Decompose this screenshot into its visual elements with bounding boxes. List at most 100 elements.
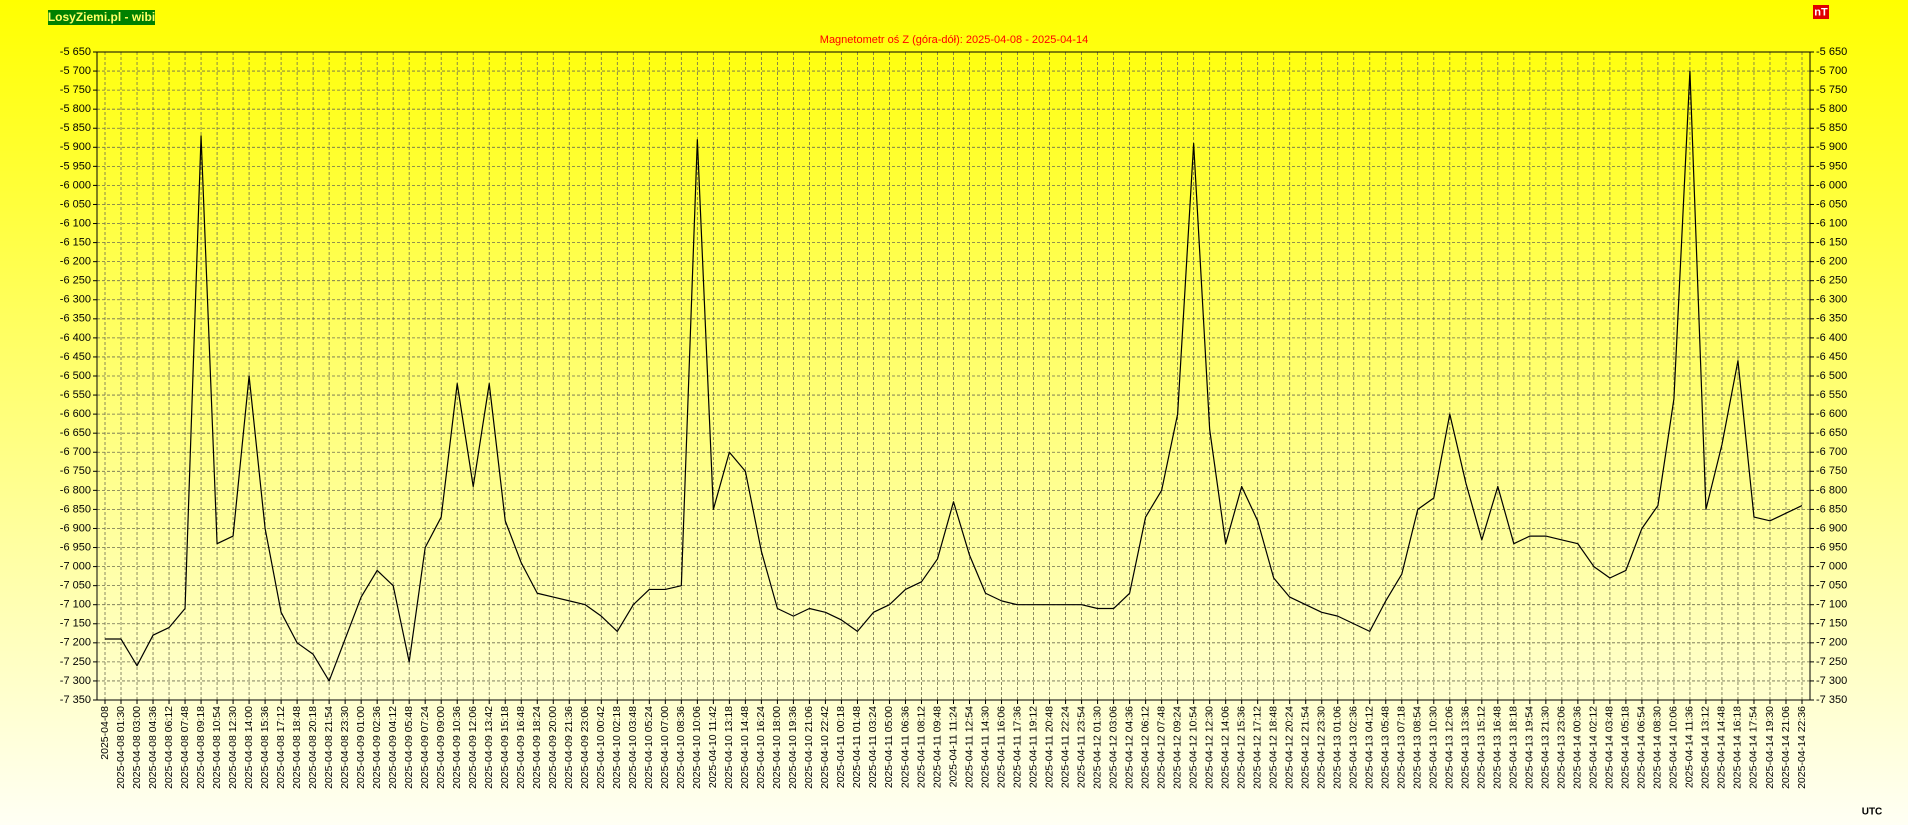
- x-tick-label: 2025-04-11 22:24: [1059, 706, 1071, 788]
- plot-border: [96, 51, 1811, 701]
- x-tick-label: 2025-04-11 08:12: [915, 706, 927, 788]
- y-tick-label: -6 800: [60, 484, 91, 496]
- x-tick-label: 2025-04-08 15:36: [259, 706, 271, 789]
- x-tick-label: 2025-04-11 09:48: [931, 706, 943, 788]
- x-tick-label: 2025-04-14 21:06: [1780, 706, 1792, 789]
- y2-tick-label: -6 900: [1816, 522, 1847, 534]
- x-tick-label: 2025-04-09 16:48: [515, 706, 527, 789]
- x-tick-label: 2025-04-11 06:36: [899, 706, 911, 788]
- x-tick-label: 2025-04-13 05:48: [1380, 706, 1392, 789]
- x-tick-label: 2025-04-14 08:30: [1652, 706, 1664, 789]
- x-tick-label: 2025-04-12 23:30: [1315, 706, 1327, 789]
- x-tick-label: 2025-04-10 07:00: [659, 706, 671, 789]
- x-tick-label: 2025-04-09 02:36: [371, 706, 383, 789]
- x-tick-label: 2025-04-12 14:06: [1219, 706, 1231, 789]
- y2-tick-label: -5 900: [1816, 141, 1847, 153]
- x-tick-label: 2025-04-08 20:18: [307, 706, 319, 789]
- y2-tick-label: -6 950: [1816, 541, 1847, 553]
- x-tick-label: 2025-04-12 18:48: [1267, 706, 1279, 789]
- x-tick-label: 2025-04-12 20:24: [1283, 706, 1295, 789]
- y-tick-label: -5 900: [60, 141, 91, 153]
- y2-tick-label: -6 700: [1816, 446, 1847, 458]
- x-tick-label: 2025-04-11 00:18: [835, 706, 847, 788]
- y-tick-label: -6 000: [60, 179, 91, 191]
- x-tick-label: 2025-04-13 13:36: [1460, 706, 1472, 789]
- y2-tick-label: -7 150: [1816, 618, 1847, 630]
- x-tick-label: 2025-04-08 07:48: [179, 706, 191, 789]
- x-tick-label: 2025-04-10 11:42: [707, 706, 719, 788]
- x-tick-label: 2025-04-11 16:06: [995, 706, 1007, 788]
- x-tick-label: 2025-04-13 01:06: [1332, 706, 1344, 789]
- y-tick-label: -7 000: [60, 560, 91, 572]
- y-tick-label: -6 700: [60, 446, 91, 458]
- y-tick-label: -6 350: [60, 313, 91, 325]
- y-tick-label: -7 150: [60, 618, 91, 630]
- y-tick-label: -6 550: [60, 389, 91, 401]
- y-tick-label: -6 250: [60, 275, 91, 287]
- x-tick-label: 2025-04-11 11:24: [947, 706, 959, 788]
- x-tick-label: 2025-04-13 08:54: [1412, 706, 1424, 789]
- y-tick-label: -6 200: [60, 256, 91, 268]
- x-tick-label: 2025-04-10 03:48: [627, 706, 639, 789]
- x-tick-label: 2025-04-08 01:30: [115, 706, 127, 789]
- y2-tick-label: -5 800: [1816, 103, 1847, 115]
- y-tick-label: -6 150: [60, 236, 91, 248]
- y2-tick-label: -5 650: [1816, 46, 1847, 58]
- x-tick-label: 2025-04-11 01:48: [851, 706, 863, 788]
- x-tick-label: 2025-04-13 02:36: [1348, 706, 1360, 789]
- watermark-box: [48, 10, 155, 25]
- x-tick-label: 2025-04-12 04:36: [1123, 706, 1135, 789]
- y2-tick-label: -7 000: [1816, 560, 1847, 572]
- x-tick-label: 2025-04-09 15:18: [499, 706, 511, 789]
- y-tick-label: -5 850: [60, 122, 91, 134]
- y2-tick-label: -7 250: [1816, 656, 1847, 668]
- y2-tick-label: -6 750: [1816, 465, 1847, 477]
- x-tick-label: 2025-04-13 07:18: [1396, 706, 1408, 789]
- x-tick-label: 2025-04-10 00:42: [595, 706, 607, 789]
- x-tick-label: 2025-04-11 05:00: [883, 706, 895, 788]
- y2-tick-label: -6 500: [1816, 370, 1847, 382]
- x-tick-label: 2025-04-11 12:54: [963, 706, 975, 788]
- x-tick-label: 2025-04-11 03:24: [867, 706, 879, 788]
- y-tick-label: -7 200: [60, 637, 91, 649]
- x-tick-label: 2025-04-08 21:54: [323, 706, 335, 789]
- x-tick-label: 2025-04-08 04:36: [147, 706, 159, 789]
- y2-tick-label: -6 300: [1816, 294, 1847, 306]
- x-tick-label: 2025-04-12 17:12: [1251, 706, 1263, 789]
- y2-tick-label: -6 850: [1816, 503, 1847, 515]
- y-tick-label: -6 450: [60, 351, 91, 363]
- x-tick-label: 2025-04-09 13:42: [483, 706, 495, 789]
- x-tick-label: 2025-04-14 02:12: [1588, 706, 1600, 789]
- y2-tick-label: -6 350: [1816, 313, 1847, 325]
- x-tick-label: 2025-04-08 23:30: [339, 706, 351, 789]
- y-tick-label: -6 050: [60, 198, 91, 210]
- y-tick-label: -6 850: [60, 503, 91, 515]
- y2-tick-label: -6 250: [1816, 275, 1847, 287]
- x-tick-label: 2025-04-13 15:12: [1476, 706, 1488, 789]
- y-tick-label: -6 750: [60, 465, 91, 477]
- x-tick-label: 2025-04-13 21:30: [1540, 706, 1552, 789]
- x-tick-label: 2025-04-10 21:06: [803, 706, 815, 789]
- x-tick-label: 2025-04-09 10:36: [451, 706, 463, 789]
- y-tick-label: -7 050: [60, 580, 91, 592]
- x-unit: UTC: [1862, 807, 1883, 818]
- x-tick-label: 2025-04-14 10:06: [1668, 706, 1680, 789]
- y-tick-label: -6 500: [60, 370, 91, 382]
- x-tick-label: 2025-04-14 11:36: [1684, 706, 1696, 788]
- y-tick-label: -6 600: [60, 408, 91, 420]
- y-tick-label: -7 250: [60, 656, 91, 668]
- x-tick-label: 2025-04-10 10:06: [691, 706, 703, 789]
- x-tick-label: 2025-04-14 22:36: [1796, 706, 1808, 789]
- unit-box: [1813, 5, 1829, 19]
- x-tick-label: 2025-04-11 19:12: [1027, 706, 1039, 788]
- x-tick-label: 2025-04-10 18:00: [771, 706, 783, 789]
- x-tick-label: 2025-04-12 03:06: [1107, 706, 1119, 789]
- x-tick-label: 2025-04-09 04:12: [387, 706, 399, 789]
- x-tick-label: 2025-04-12 15:36: [1235, 706, 1247, 789]
- x-tick-label: 2025-04-08: [99, 706, 111, 760]
- y2-tick-label: -6 650: [1816, 427, 1847, 439]
- x-tick-label: 2025-04-14 17:54: [1748, 706, 1760, 789]
- x-tick-label: 2025-04-14 13:12: [1700, 706, 1712, 789]
- y2-tick-label: -7 050: [1816, 580, 1847, 592]
